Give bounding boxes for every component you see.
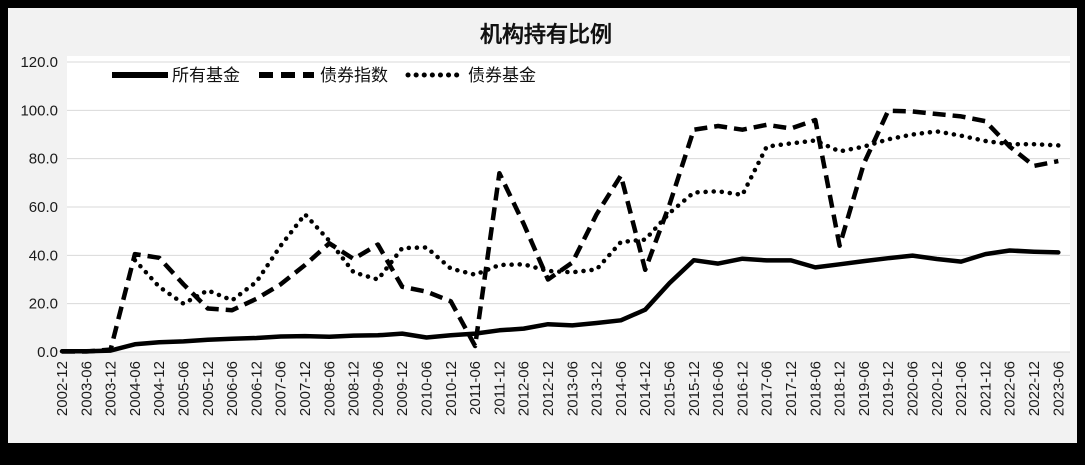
x-tick-label: 2014-06 (613, 361, 630, 416)
x-tick-label: 2018-12 (832, 361, 849, 416)
legend: 所有基金 债券指数 债券基金 (112, 66, 536, 85)
x-tick-label: 2022-06 (1002, 361, 1019, 416)
chart-canvas: 2002-12 2003-06 2003-12 2004-06 2004-12 2005-… (8, 8, 1077, 443)
series-line-dashed (62, 108, 1059, 354)
x-tick-label: 2014-12 (637, 361, 654, 416)
x-tick-label: 2005-06 (176, 361, 193, 416)
series-line-solid (59, 248, 1061, 354)
x-tick-label: 2011-12 (491, 361, 508, 415)
x-tick-label: 2016-12 (734, 361, 751, 416)
y-tick-label: 60.0 (29, 199, 58, 216)
x-tick-label: 2003-12 (103, 361, 120, 416)
plot-area (67, 56, 1070, 352)
x-tick-label: 2017-06 (759, 361, 776, 416)
x-tick-label: 2021-12 (977, 361, 994, 416)
x-tick-label: 2005-12 (200, 361, 217, 416)
line-chart: 2002-12 2003-06 2003-12 2004-06 2004-12 2005-… (20, 22, 1070, 416)
x-tick-label: 2022-12 (1026, 361, 1043, 416)
legend-label-all-funds: 所有基金 (172, 66, 240, 85)
x-tick-label: 2021-06 (953, 361, 970, 416)
x-tick-label: 2013-06 (564, 361, 581, 416)
x-tick-label: 2018-06 (807, 361, 824, 416)
x-tick-label: 2006-12 (248, 361, 265, 416)
x-tick-label: 2016-06 (710, 361, 727, 416)
x-tick-label: 2012-12 (540, 361, 557, 416)
x-tick-label: 2004-12 (151, 361, 168, 416)
x-tick-label: 2015-12 (686, 361, 703, 416)
x-tick-label: 2020-12 (929, 361, 946, 416)
x-tick-label: 2008-06 (321, 361, 338, 416)
chart-title: 机构持有比例 (480, 22, 612, 47)
x-tick-label: 2003-06 (78, 361, 95, 416)
legend-label-bond-index: 债券指数 (320, 66, 388, 85)
x-tick-label: 2019-06 (856, 361, 873, 416)
series-line-dotted (132, 129, 1061, 306)
x-tick-label: 2010-12 (443, 361, 460, 416)
y-axis-labels: 0.0 20.0 40.0 60.0 80.0 100.0 120.0 (20, 54, 58, 361)
x-tick-label: 2011-06 (467, 361, 484, 415)
x-tick-label: 2008-12 (346, 361, 363, 416)
x-tick-label: 2023-06 (1050, 361, 1067, 416)
legend-label-bond-funds: 债券基金 (468, 66, 536, 85)
x-tick-label: 2009-06 (370, 361, 387, 416)
x-tick-label: 2013-12 (589, 361, 606, 416)
y-tick-label: 20.0 (29, 296, 58, 313)
x-tick-label: 2004-06 (127, 361, 144, 416)
data-series (59, 108, 1061, 354)
x-tick-label: 2010-06 (419, 361, 436, 416)
x-tick-label: 2007-06 (273, 361, 290, 416)
x-tick-label: 2006-06 (224, 361, 241, 416)
x-tick-label: 2020-06 (905, 361, 922, 416)
x-tick-label: 2002-12 (54, 361, 71, 416)
y-tick-label: 100.0 (20, 102, 58, 119)
x-tick-label: 2009-12 (394, 361, 411, 416)
x-tick-label: 2015-06 (662, 361, 679, 416)
y-tick-label: 120.0 (20, 54, 58, 71)
x-tick-label: 2012-06 (516, 361, 533, 416)
y-tick-label: 0.0 (37, 344, 58, 361)
x-axis-labels: 2002-12 2003-06 2003-12 2004-06 2004-12 2005-… (54, 361, 1067, 416)
y-tick-label: 40.0 (29, 247, 58, 264)
x-tick-label: 2019-12 (880, 361, 897, 416)
x-tick-label: 2007-12 (297, 361, 314, 416)
x-tick-label: 2017-12 (783, 361, 800, 416)
y-tick-label: 80.0 (29, 151, 58, 168)
